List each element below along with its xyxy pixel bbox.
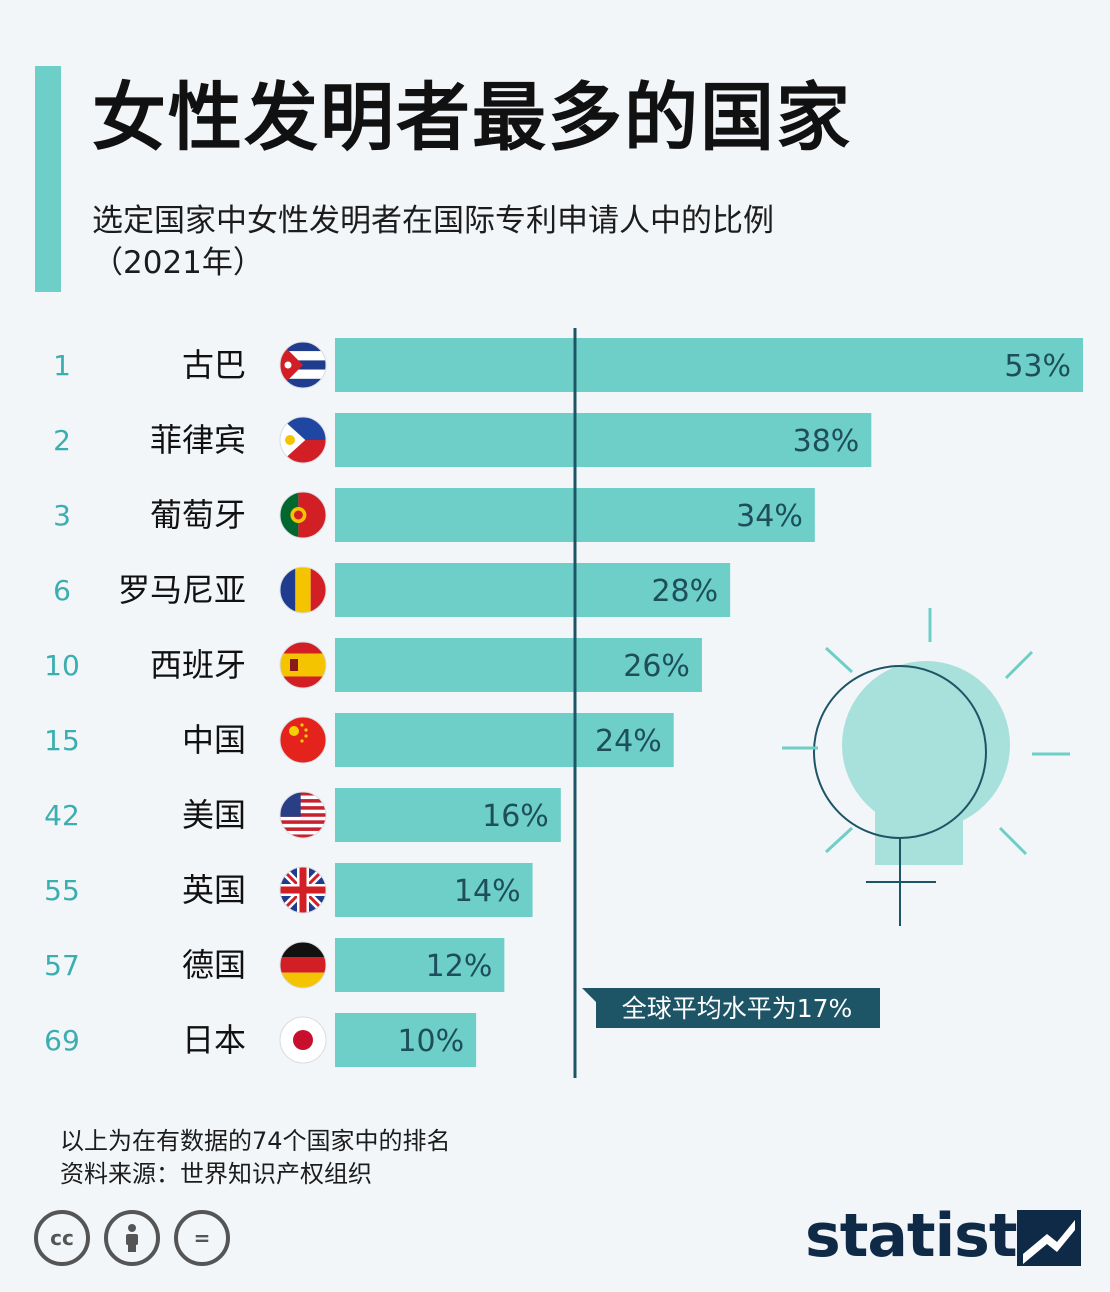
bar-row: 10 西班牙 26%: [44, 638, 702, 692]
flag-border: [279, 341, 327, 389]
rank-label: 2: [53, 424, 71, 457]
cuba-flag: [280, 342, 326, 388]
bar-row: 3 葡萄牙 34%: [53, 488, 815, 542]
bulb-ray: [824, 646, 854, 674]
bar-row: 1 古巴 53%: [53, 338, 1083, 392]
data-label: 53%: [1004, 349, 1071, 384]
flag-border: [279, 416, 327, 464]
rank-label: 10: [44, 649, 80, 682]
germany-flag: [280, 942, 326, 988]
category-label: 美国: [182, 796, 246, 834]
bar-row: 42 美国 16%: [44, 788, 561, 842]
rank-label: 57: [44, 949, 80, 982]
footnote: 以上为在有数据的74个国家中的排名 资料来源：世界知识产权组织: [60, 1125, 451, 1191]
data-label: 38%: [793, 424, 860, 459]
japan-flag: [280, 1017, 326, 1063]
bar: [335, 863, 533, 917]
china-flag: [280, 717, 326, 763]
data-label: 14%: [454, 874, 521, 909]
category-label: 葡萄牙: [150, 496, 246, 534]
footnote-ranking-note: 以上为在有数据的74个国家中的排名: [60, 1127, 451, 1155]
subtitle-line-1: 选定国家中女性发明者在国际专利申请人中的比例: [92, 203, 774, 239]
category-label: 中国: [182, 721, 246, 759]
rank-label: 3: [53, 499, 71, 532]
bar-chart: 1 古巴 53% 2 菲律宾 38% 3 葡萄牙 34% 6 罗马尼亚 28% 10 西班牙 26% 15 中国…: [44, 328, 1083, 1078]
flag-border: [279, 1016, 327, 1064]
category-label: 德国: [182, 946, 246, 984]
bulb-ray: [824, 826, 854, 854]
bulb-base: [875, 790, 963, 865]
rank-label: 1: [53, 349, 71, 382]
bar: [335, 938, 505, 992]
category-label: 英国: [182, 871, 246, 909]
bulb-glow: [842, 661, 1010, 829]
bulb-ray: [998, 826, 1028, 856]
statista-wordmark: statista: [805, 1201, 1057, 1271]
bar: [335, 338, 1083, 392]
nd-icon: =: [174, 1210, 230, 1266]
data-label: 34%: [736, 499, 803, 534]
chart-subtitle: 选定国家中女性发明者在国际专利申请人中的比例 （2021年）: [92, 200, 774, 284]
category-label: 西班牙: [150, 646, 246, 684]
category-label: 古巴: [182, 346, 246, 384]
bar-row: 2 菲律宾 38%: [53, 413, 872, 467]
bar-row: 57 德国 12%: [44, 938, 505, 992]
bar: [335, 1013, 477, 1067]
bar-row: 55 英国 14%: [44, 863, 533, 917]
uk-flag: [280, 867, 326, 913]
flag-border: [279, 791, 327, 839]
category-label: 罗马尼亚: [118, 571, 246, 609]
flag-border: [279, 716, 327, 764]
flag-border: [279, 491, 327, 539]
philippines-flag: [280, 417, 326, 463]
subtitle-line-2: （2021年）: [92, 245, 264, 281]
bar: [335, 563, 731, 617]
data-label: 24%: [595, 724, 662, 759]
cc-icon: cc: [34, 1210, 90, 1266]
bar-row: 15 中国 24%: [44, 713, 674, 767]
by-icon: [104, 1210, 160, 1266]
category-label: 菲律宾: [150, 421, 246, 459]
chart-title: 女性发明者最多的国家: [92, 75, 852, 161]
flag-border: [279, 941, 327, 989]
rank-label: 42: [44, 799, 80, 832]
bar-row: 6 罗马尼亚 28%: [53, 563, 731, 617]
rank-label: 69: [44, 1024, 80, 1057]
data-label: 12%: [426, 949, 493, 984]
category-label: 日本: [182, 1021, 246, 1059]
data-label: 10%: [397, 1024, 464, 1059]
bar-row: 69 日本 10%: [44, 1013, 477, 1067]
bar: [335, 638, 702, 692]
flag-border: [279, 866, 327, 914]
rank-label: 55: [44, 874, 80, 907]
female-lightbulb-illustration: [782, 608, 1070, 926]
license-icons: cc =: [34, 1210, 230, 1266]
flag-border: [279, 566, 327, 614]
rank-label: 6: [53, 574, 71, 607]
romania-flag: [280, 567, 326, 613]
bar: [335, 413, 872, 467]
rank-label: 15: [44, 724, 80, 757]
data-label: 26%: [623, 649, 690, 684]
statista-logo-icon: [1017, 1210, 1081, 1266]
statista-brand: statista: [805, 1196, 1095, 1276]
data-label: 16%: [482, 799, 549, 834]
average-label: 全球平均水平为17%: [622, 994, 853, 1023]
bar: [335, 788, 561, 842]
data-label: 28%: [651, 574, 718, 609]
spain-flag: [280, 642, 326, 688]
bulb-ray: [1004, 650, 1034, 680]
bar: [335, 713, 674, 767]
average-label-box: [582, 988, 880, 1028]
title-accent-bar: [35, 66, 61, 292]
flag-border: [279, 641, 327, 689]
footnote-source: 资料来源：世界知识产权组织: [60, 1160, 372, 1188]
